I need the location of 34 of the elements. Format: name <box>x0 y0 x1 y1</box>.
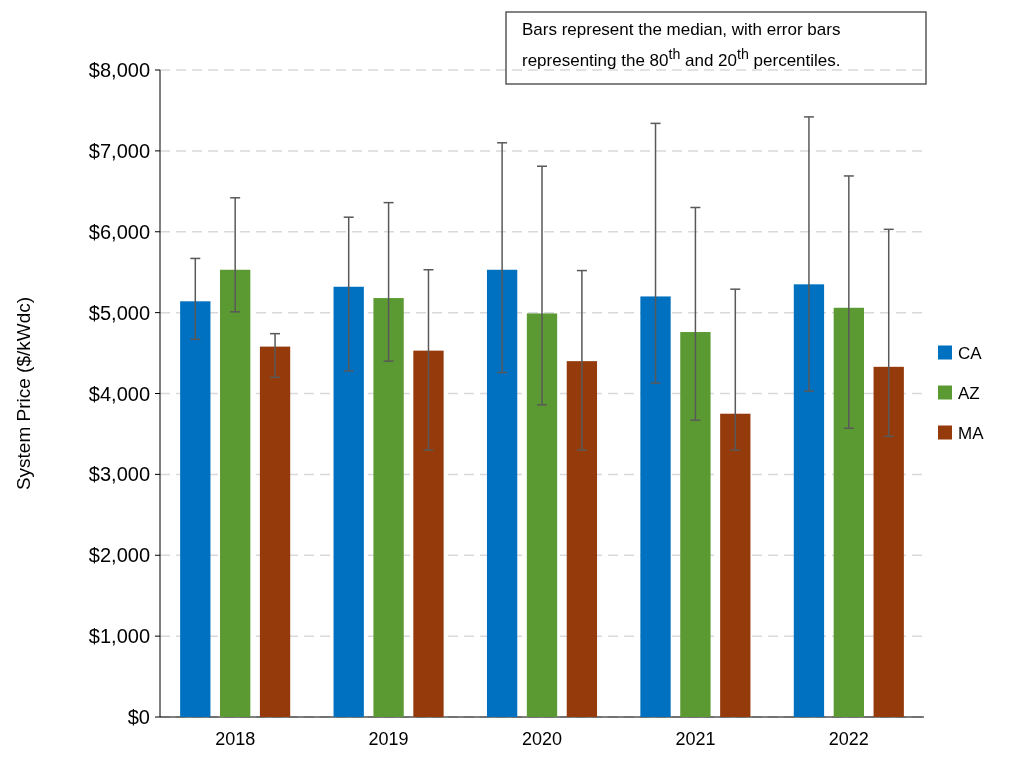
x-tick-label: 2022 <box>828 729 869 749</box>
x-tick-label: 2018 <box>215 729 256 749</box>
y-tick-label: $4,000 <box>88 382 150 405</box>
bar <box>566 361 598 717</box>
bar <box>793 284 825 717</box>
y-tick-label: $2,000 <box>88 544 150 567</box>
y-tick-label: $8,000 <box>88 59 150 81</box>
y-tick-label: $1,000 <box>88 625 150 648</box>
bar <box>413 350 444 717</box>
y-tick-label: $0 <box>127 706 150 728</box>
x-tick-label: 2021 <box>675 729 716 749</box>
bar <box>220 269 251 717</box>
text: Bars represent the median, with error bars representing the 80$^{th}$ and 20$^{th}$ percentiles. <box>521 19 842 72</box>
y-tick-label: $3,000 <box>88 463 150 486</box>
bar <box>680 332 711 717</box>
x-tick-label: 2019 <box>368 729 409 749</box>
y-axis-title: System Price ($/kWdc) <box>13 296 34 491</box>
legend-label: AZ <box>958 384 980 404</box>
legend-label: MA <box>958 424 985 444</box>
bar <box>640 296 671 717</box>
bar <box>720 413 751 717</box>
bar <box>486 269 518 717</box>
y-tick-label: $5,000 <box>88 301 150 324</box>
x-tick-label: 2020 <box>521 729 563 749</box>
bar <box>180 301 211 717</box>
bar <box>373 298 404 717</box>
bar <box>526 313 558 717</box>
bar <box>259 346 291 717</box>
y-tick-label: $6,000 <box>88 220 150 243</box>
bar <box>873 366 904 717</box>
y-tick-label: $7,000 <box>88 139 150 162</box>
bar <box>333 286 364 717</box>
legend-label: CA <box>958 344 983 364</box>
bar <box>833 307 864 717</box>
